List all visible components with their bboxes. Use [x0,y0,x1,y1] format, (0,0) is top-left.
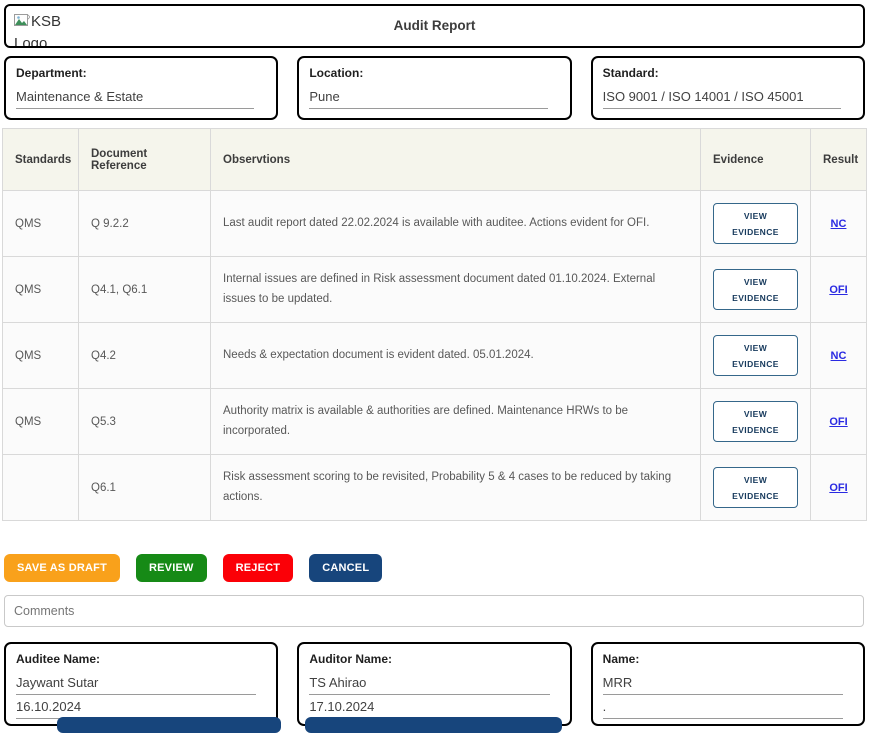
view-evidence-button[interactable]: VIEW EVIDENCE [713,269,798,310]
standards-cell: QMS [3,389,79,455]
standard-label: Standard: [603,66,853,80]
auditor-date-field[interactable]: 17.10.2024 [309,695,549,719]
doc-ref-cell: Q4.1, Q6.1 [79,257,211,323]
result-link[interactable]: OFI [829,284,847,296]
location-box: Location: Pune [297,56,571,120]
name-date-field[interactable]: . [603,695,843,719]
result-link[interactable]: OFI [829,482,847,494]
standards-cell: QMS [3,191,79,257]
auditor-name-field[interactable]: TS Ahirao [309,671,549,695]
name-box: Name: MRR . [591,642,865,726]
cancel-button[interactable]: CANCEL [309,554,382,582]
result-link[interactable]: NC [831,350,847,362]
table-row: QMS Q4.2 Needs & expectation document is… [3,323,867,389]
doc-ref-cell: Q4.2 [79,323,211,389]
department-label: Department: [16,66,266,80]
auditor-name-label: Auditor Name: [309,652,559,666]
table-row: QMS Q5.3 Authority matrix is available &… [3,389,867,455]
meta-fields-row: Department: Maintenance & Estate Locatio… [4,56,865,120]
col-header-standards: Standards [3,129,79,191]
doc-ref-cell: Q6.1 [79,455,211,521]
table-row: QMS Q 9.2.2 Last audit report dated 22.0… [3,191,867,257]
observation-cell: Needs & expectation document is evident … [211,323,701,389]
doc-ref-cell: Q 9.2.2 [79,191,211,257]
auditee-name-field[interactable]: Jaywant Sutar [16,671,256,695]
name-label: Name: [603,652,853,666]
result-link[interactable]: NC [831,218,847,230]
col-header-observations: Observtions [211,129,701,191]
table-row: QMS Q4.1, Q6.1 Internal issues are defin… [3,257,867,323]
report-header: KSB Logo Audit Report [4,4,865,48]
view-evidence-button[interactable]: VIEW EVIDENCE [713,203,798,244]
location-field[interactable]: Pune [309,88,547,109]
col-header-document-reference: Document Reference [79,129,211,191]
clipped-bottom-button-2[interactable] [305,717,562,733]
standards-cell: QMS [3,323,79,389]
signatures-row: Auditee Name: Jaywant Sutar 16.10.2024 A… [4,642,865,726]
observation-cell: Last audit report dated 22.02.2024 is av… [211,191,701,257]
view-evidence-button[interactable]: VIEW EVIDENCE [713,335,798,376]
broken-image-icon [14,14,30,28]
col-header-result: Result [811,129,867,191]
observation-cell: Risk assessment scoring to be revisited,… [211,455,701,521]
auditee-date-field[interactable]: 16.10.2024 [16,695,256,719]
standards-cell [3,455,79,521]
standard-box: Standard: ISO 9001 / ISO 14001 / ISO 450… [591,56,865,120]
observation-cell: Authority matrix is available & authorit… [211,389,701,455]
table-row: Q6.1 Risk assessment scoring to be revis… [3,455,867,521]
observation-cell: Internal issues are defined in Risk asse… [211,257,701,323]
view-evidence-button[interactable]: VIEW EVIDENCE [713,401,798,442]
name-field[interactable]: MRR [603,671,843,695]
action-buttons-row: SAVE AS DRAFT REVIEW REJECT CANCEL [4,554,881,582]
standards-cell: QMS [3,257,79,323]
save-as-draft-button[interactable]: SAVE AS DRAFT [4,554,120,582]
location-label: Location: [309,66,559,80]
result-link[interactable]: OFI [829,416,847,428]
comments-input[interactable] [4,595,864,627]
auditor-box: Auditor Name: TS Ahirao 17.10.2024 [297,642,571,726]
department-box: Department: Maintenance & Estate [4,56,278,120]
clipped-bottom-button-1[interactable] [57,717,281,733]
department-field[interactable]: Maintenance & Estate [16,88,254,109]
view-evidence-button[interactable]: VIEW EVIDENCE [713,467,798,508]
page-title: Audit Report [6,6,863,46]
standard-field[interactable]: ISO 9001 / ISO 14001 / ISO 45001 [603,88,841,109]
review-button[interactable]: REVIEW [136,554,207,582]
reject-button[interactable]: REJECT [223,554,294,582]
col-header-evidence: Evidence [701,129,811,191]
auditee-box: Auditee Name: Jaywant Sutar 16.10.2024 [4,642,278,726]
doc-ref-cell: Q5.3 [79,389,211,455]
table-header-row: Standards Document Reference Observtions… [3,129,867,191]
auditee-name-label: Auditee Name: [16,652,266,666]
ksb-logo-broken-image: KSB Logo [14,11,76,48]
observations-table: Standards Document Reference Observtions… [2,128,867,521]
